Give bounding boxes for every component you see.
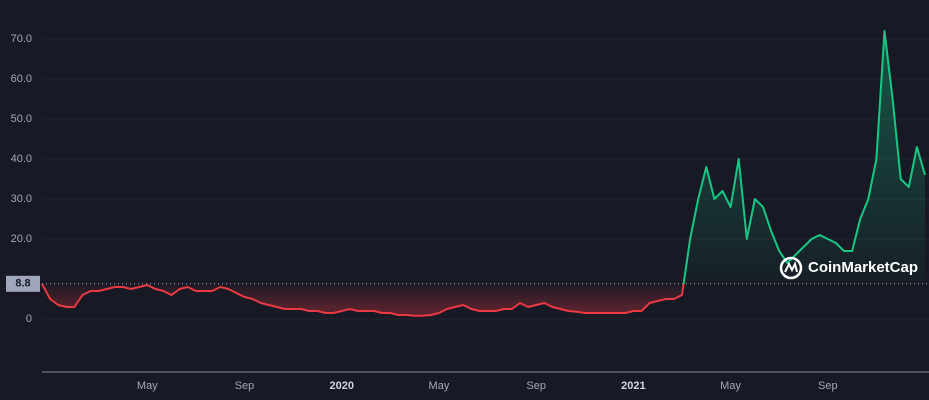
y-tick-label: 0 xyxy=(26,313,32,325)
x-tick-label: Sep xyxy=(235,380,255,392)
watermark-text: CoinMarketCap xyxy=(808,259,918,276)
y-tick-label: 40.0 xyxy=(11,153,32,165)
x-tick-label: Sep xyxy=(526,380,546,392)
area-fill xyxy=(42,31,925,316)
x-tick-label: Sep xyxy=(818,380,838,392)
y-tick-label: 30.0 xyxy=(11,193,32,205)
y-tick-label: 50.0 xyxy=(11,113,32,125)
x-tick-label: May xyxy=(720,380,741,392)
y-tick-label: 70.0 xyxy=(11,33,32,45)
watermark-logo-mark xyxy=(784,261,798,273)
x-tick-label: May xyxy=(137,380,158,392)
price-line xyxy=(41,30,926,317)
x-tick-label: May xyxy=(429,380,450,392)
watermark: CoinMarketCap xyxy=(779,256,918,280)
y-tick-label: 20.0 xyxy=(11,233,32,245)
y-tick-label: 60.0 xyxy=(11,73,32,85)
x-tick-label: 2020 xyxy=(329,380,353,392)
watermark-logo xyxy=(779,256,803,280)
baseline-label: 8.8 xyxy=(15,278,30,290)
baseline-label-box xyxy=(6,275,40,292)
x-tick-label: 2021 xyxy=(621,380,645,392)
